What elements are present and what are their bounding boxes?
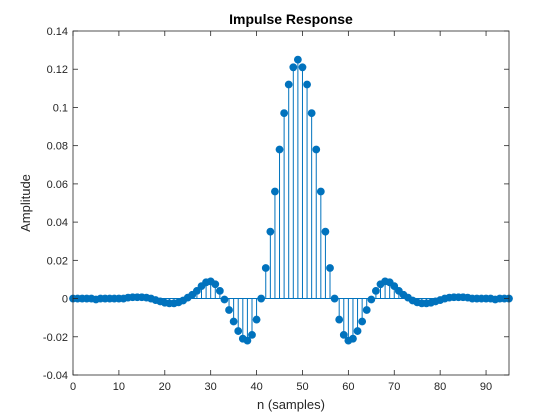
stem-marker (257, 294, 266, 303)
stem-marker (330, 294, 339, 303)
x-axis-label: n (samples) (257, 397, 325, 412)
stem-marker (193, 287, 201, 295)
stem-marker (321, 227, 330, 236)
y-tick-label: 0.1 (53, 102, 68, 114)
stem-marker (271, 187, 279, 196)
stem-marker (284, 80, 293, 89)
stem-marker (358, 317, 367, 326)
x-tick-label: 80 (434, 381, 446, 393)
x-ticks: 0 10 20 30 40 50 60 70 80 90 (70, 31, 492, 393)
stem-marker (280, 109, 289, 118)
y-ticks: -0.04 -0.02 0 0.02 0.04 0.06 0.08 0.1 0.12 0.14 (43, 26, 509, 382)
y-tick-label: -0.02 (43, 332, 68, 344)
stem-marker (266, 227, 275, 236)
y-tick-label: -0.04 (43, 370, 68, 382)
stem-marker (234, 327, 243, 335)
stem-marker (307, 109, 316, 118)
x-tick-label: 10 (113, 381, 125, 393)
y-tick-label: 0.08 (47, 141, 68, 153)
y-tick-label: 0.04 (47, 217, 68, 229)
y-tick-label: 0.12 (47, 64, 68, 76)
stem-marker (390, 282, 399, 291)
x-tick-label: 20 (159, 381, 171, 393)
y-tick-label: 0.02 (47, 255, 68, 267)
stem-marker (367, 295, 376, 304)
stem-marker (335, 315, 344, 324)
stem-marker (243, 336, 252, 345)
y-axis-label: Amplitude (18, 174, 33, 232)
stem-marker (225, 306, 233, 314)
axes-frame (72, 30, 510, 376)
y-tick-label: 0.14 (47, 26, 68, 38)
chart-title: Impulse Response (229, 11, 353, 27)
x-tick-label: 50 (296, 381, 308, 393)
stem-marker (229, 317, 238, 326)
y-tick-label: 0 (62, 294, 68, 306)
y-tick-label: 0.06 (47, 179, 68, 191)
x-tick-label: 60 (342, 381, 354, 393)
stem-marker (312, 145, 321, 154)
x-tick-label: 70 (388, 381, 400, 393)
x-tick-label: 0 (70, 381, 76, 393)
stem-marker (261, 264, 270, 272)
stem-marker (326, 264, 334, 272)
stem-marker (339, 330, 348, 339)
stem-marker (349, 334, 357, 343)
stem-markers (69, 55, 513, 345)
stem-marker (275, 145, 284, 154)
stem-marker (248, 330, 256, 339)
x-tick-label: 90 (480, 381, 492, 393)
stem-marker (303, 80, 311, 89)
stem-marker (289, 63, 298, 72)
x-tick-label: 30 (205, 381, 217, 393)
stem-marker (211, 280, 220, 289)
stem-marker (220, 295, 229, 304)
stem-marker (362, 306, 371, 314)
stem-marker (372, 287, 380, 295)
stem-marker (353, 327, 362, 335)
stem-marker (252, 315, 261, 324)
axes-background (73, 31, 509, 375)
x-tick-label: 40 (250, 381, 262, 393)
axes-box (72, 30, 510, 376)
stem-marker (215, 287, 224, 295)
stem-marker (293, 55, 302, 64)
stem-marker (316, 187, 325, 196)
stem-marker (298, 63, 307, 72)
